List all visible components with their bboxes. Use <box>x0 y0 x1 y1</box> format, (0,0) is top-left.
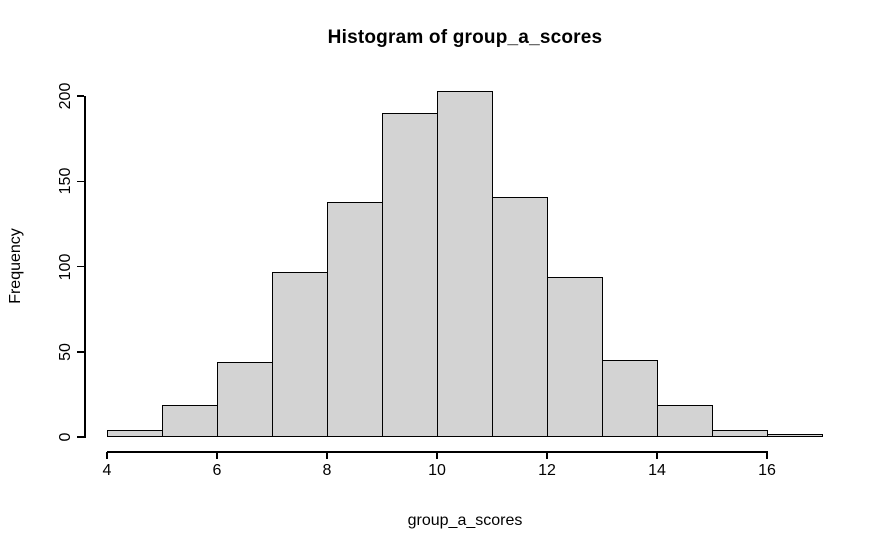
x-tick <box>546 452 548 459</box>
histogram-bar <box>547 277 603 437</box>
histogram-bar <box>437 91 493 437</box>
y-tick-label: 50 <box>57 342 74 361</box>
y-tick-label: 150 <box>57 167 74 195</box>
x-tick-label: 6 <box>212 462 222 479</box>
x-tick <box>436 452 438 459</box>
histogram-bar <box>327 202 383 437</box>
histogram-bar <box>272 272 328 437</box>
y-tick <box>77 180 84 182</box>
histogram-bar <box>107 430 163 437</box>
x-tick <box>216 452 218 459</box>
y-tick <box>77 351 84 353</box>
plot-area <box>107 90 824 437</box>
histogram-bar <box>382 113 438 437</box>
x-tick-label: 8 <box>322 462 332 479</box>
histogram-bar <box>712 430 768 437</box>
histogram-bar <box>602 360 658 437</box>
x-tick <box>326 452 328 459</box>
x-axis-title: group_a_scores <box>407 512 523 529</box>
histogram-bar <box>162 405 218 437</box>
y-tick <box>77 265 84 268</box>
x-tick-label: 4 <box>102 462 112 479</box>
x-tick <box>106 452 108 459</box>
x-axis-line <box>107 451 768 453</box>
x-tick-label: 16 <box>758 462 776 479</box>
y-tick <box>77 436 84 438</box>
histogram-bar <box>767 434 823 437</box>
histogram-bar <box>492 197 548 437</box>
y-tick <box>77 95 84 97</box>
x-tick-label: 14 <box>648 462 666 479</box>
y-tick-label: 100 <box>57 253 74 280</box>
y-axis-title: Frequency <box>7 228 24 304</box>
y-tick-label: 200 <box>57 82 74 110</box>
histogram-bar <box>657 405 713 437</box>
x-tick-label: 12 <box>538 462 556 479</box>
x-tick <box>766 452 768 459</box>
y-tick-label: 0 <box>57 432 74 442</box>
x-tick-label: 10 <box>428 462 446 479</box>
x-tick <box>656 452 658 459</box>
y-axis-line <box>84 96 86 438</box>
chart-title: Histogram of group_a_scores <box>327 27 603 48</box>
histogram-bar <box>217 362 273 437</box>
